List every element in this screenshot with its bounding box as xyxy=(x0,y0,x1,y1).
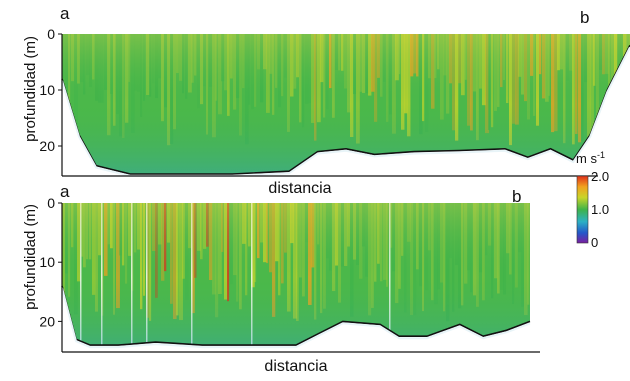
bottom-section-riverbed-line xyxy=(61,285,531,346)
top-section-riverbed-line xyxy=(61,44,630,175)
y-tick-label: 20 xyxy=(39,138,55,154)
bottom-section-depth-tint xyxy=(62,203,530,346)
colorbar-gradient xyxy=(576,175,589,244)
top-xlabel: distancia xyxy=(268,180,331,197)
bottom-ylabel: profundidad (m) xyxy=(22,204,39,310)
y-tick-label: 10 xyxy=(39,82,55,98)
y-tick-label: 0 xyxy=(47,195,55,211)
bottom-corner-a: a xyxy=(60,182,70,201)
top-velocity-section: 0 10 20 a b profundidad (m) distancia xyxy=(22,4,630,197)
y-tick-label: 20 xyxy=(39,313,55,329)
colorbar: m s-1 2.0 1.0 0 xyxy=(576,150,609,250)
y-tick-label: 10 xyxy=(39,254,55,270)
bottom-corner-b: b xyxy=(512,187,521,206)
top-corner-a: a xyxy=(60,4,70,23)
colorbar-tick-min: 0 xyxy=(591,235,598,250)
bottom-velocity-section: 0 10 20 a b profundidad (m) distancia xyxy=(22,182,540,375)
y-tick-label: 0 xyxy=(47,26,55,42)
bottom-y-ticks: 0 10 20 xyxy=(39,195,62,329)
bottom-xlabel: distancia xyxy=(264,358,327,375)
top-y-ticks: 0 10 20 xyxy=(39,26,62,154)
colorbar-unit: m s-1 xyxy=(576,150,605,166)
bottom-section-riverbed-halo xyxy=(61,287,531,349)
top-corner-b: b xyxy=(580,8,589,27)
colorbar-tick-mid: 1.0 xyxy=(591,202,609,217)
top-ylabel: profundidad (m) xyxy=(22,36,39,142)
colorbar-tick-max: 2.0 xyxy=(591,169,609,184)
